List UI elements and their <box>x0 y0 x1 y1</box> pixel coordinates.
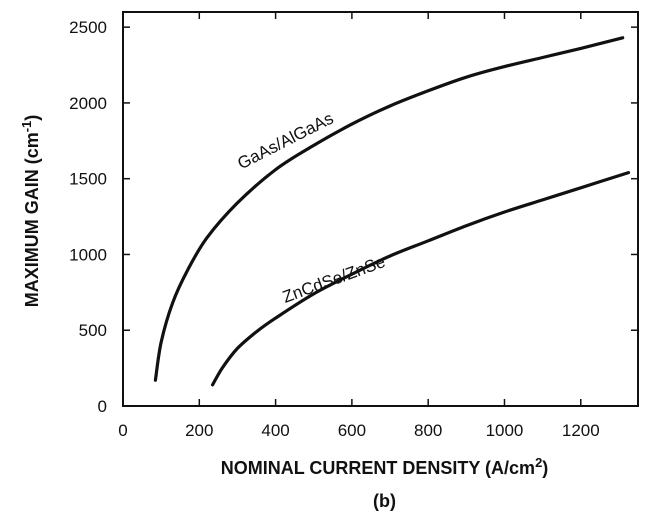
x-tick-label: 400 <box>261 421 289 440</box>
series-line-gaas-algaas <box>153 36 625 382</box>
x-tick-label: 200 <box>185 421 213 440</box>
y-axis-ticks: 0 500 1000 1500 2000 2500 <box>69 18 638 416</box>
panel-label: (b) <box>373 491 396 511</box>
series-layer <box>153 36 631 387</box>
y-tick-label: 0 <box>98 397 107 416</box>
x-tick-label: 0 <box>118 421 127 440</box>
y-tick-label: 1500 <box>69 170 107 189</box>
x-tick-label: 1000 <box>486 421 524 440</box>
x-tick-label: 600 <box>338 421 366 440</box>
y-tick-label: 1000 <box>69 245 107 264</box>
x-axis-ticks: 0 200 400 600 800 1000 1200 <box>118 12 600 440</box>
plot-frame <box>122 11 639 407</box>
y-tick-label: 500 <box>79 321 107 340</box>
series-line-zncdse-znse <box>211 171 631 387</box>
x-axis-title: NOMINAL CURRENT DENSITY (A/cm2) <box>221 455 549 479</box>
y-tick-label: 2500 <box>69 18 107 37</box>
series-label-zncdse-znse: ZnCdSe/ZnSe <box>280 252 388 307</box>
y-tick-label: 2000 <box>69 94 107 113</box>
x-tick-label: 800 <box>414 421 442 440</box>
y-axis-title: MAXIMUM GAIN (cm-1) <box>19 115 43 308</box>
x-tick-label: 1200 <box>562 421 600 440</box>
plot-area-border <box>122 11 639 407</box>
